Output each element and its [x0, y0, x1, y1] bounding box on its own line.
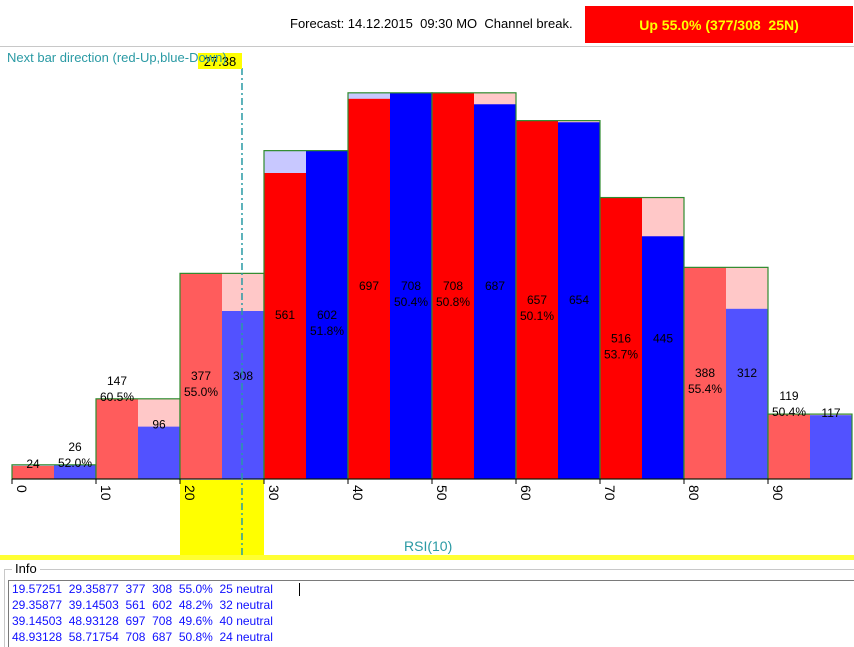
- up-count-label: 708: [443, 279, 463, 293]
- up-count-label: 657: [527, 293, 547, 307]
- down-bar: [726, 308, 768, 479]
- percent-label: 50.4%: [772, 405, 806, 419]
- down-bar: [558, 122, 600, 479]
- x-tick-label: 20: [182, 485, 198, 501]
- x-tick-label: 80: [686, 485, 702, 501]
- marker-label-bg: [197, 53, 242, 69]
- forecast-text: Forecast: 14.12.2015 09:30 MO Channel br…: [290, 16, 573, 31]
- x-tick-label: 60: [518, 485, 534, 501]
- info-textbox[interactable]: 19.57251 29.35877 377 308 55.0% 25 neutr…: [8, 580, 854, 647]
- up-count-label: 561: [275, 308, 295, 322]
- marker-band: [180, 480, 264, 556]
- chart-title: Next bar direction (red-Up,blue-Down): [7, 50, 227, 65]
- histogram-chart: 24 26 52.0% 147 96 60.5% 377 308 55.0% 561 602 51.8…: [11, 53, 853, 556]
- down-bar: [474, 104, 516, 479]
- up-count-label: 24: [26, 457, 40, 471]
- percent-label: 60.5%: [100, 390, 134, 404]
- percent-label: 50.1%: [520, 309, 554, 323]
- x-tick-label: 90: [770, 485, 786, 501]
- up-count-label: 388: [695, 366, 715, 380]
- up-bar: [516, 120, 558, 480]
- up-count-label: 377: [191, 369, 211, 383]
- down-bar: [222, 311, 264, 479]
- down-count-label: 708: [401, 279, 421, 293]
- header-divider: [0, 46, 854, 47]
- down-bar: [306, 150, 348, 480]
- x-tick-label: 50: [434, 485, 450, 501]
- down-count-label: 445: [653, 331, 673, 345]
- info-line: 29.35877 39.14503 561 602 48.2% 32 neutr…: [12, 598, 273, 612]
- down-bar: [642, 236, 684, 479]
- down-count-label: 26: [68, 440, 82, 454]
- percent-label: 55.0%: [184, 385, 218, 399]
- down-count-label: 312: [737, 366, 757, 380]
- up-bar: [96, 398, 138, 479]
- down-bar: [138, 426, 180, 479]
- up-count-label: 516: [611, 331, 631, 345]
- x-tick-label: 30: [266, 485, 282, 501]
- down-bar: [390, 92, 432, 480]
- down-count-label: 602: [317, 308, 337, 322]
- down-count-label: 654: [569, 293, 589, 307]
- up-bar: [348, 98, 390, 480]
- text-caret: [299, 583, 300, 596]
- percent-label: 50.8%: [436, 295, 470, 309]
- percent-label: 52.0%: [58, 456, 92, 470]
- percent-label: 51.8%: [310, 324, 344, 338]
- signal-badge: Up 55.0% (377/308 25N): [585, 6, 853, 43]
- info-line: 19.57251 29.35877 377 308 55.0% 25 neutr…: [12, 582, 273, 596]
- up-bar: [180, 273, 222, 479]
- info-line: 48.93128 58.71754 708 687 50.8% 24 neutr…: [12, 630, 273, 644]
- info-title: Info: [12, 561, 40, 576]
- up-bar: [12, 465, 54, 479]
- up-count-label: 119: [779, 389, 798, 403]
- down-count-label: 117: [821, 406, 840, 420]
- percent-label: 55.4%: [688, 382, 722, 396]
- marker-value-label: 27.38: [204, 54, 237, 69]
- percent-label: 53.7%: [604, 347, 638, 361]
- up-bar: [684, 267, 726, 479]
- x-axis-label: RSI(10): [404, 538, 453, 554]
- up-bar: [432, 92, 474, 480]
- x-tick-label: 0: [14, 485, 30, 493]
- up-bar: [600, 197, 642, 479]
- x-tick-label: 40: [350, 485, 366, 501]
- info-line: 39.14503 48.93128 697 708 49.6% 40 neutr…: [12, 614, 273, 628]
- percent-label: 50.4%: [394, 295, 428, 309]
- info-groupbox: [4, 569, 854, 647]
- up-count-label: 147: [107, 374, 127, 388]
- up-count-label: 697: [359, 279, 379, 293]
- down-count-label: 96: [152, 418, 166, 432]
- x-tick-label: 70: [602, 485, 618, 501]
- down-count-label: 687: [485, 279, 505, 293]
- down-count-label: 308: [233, 369, 253, 383]
- up-bar: [768, 414, 810, 479]
- x-tick-label: 10: [98, 485, 114, 501]
- down-bar: [810, 415, 852, 479]
- panel-divider[interactable]: [0, 555, 854, 560]
- up-bar: [264, 173, 306, 479]
- down-bar: [54, 464, 96, 479]
